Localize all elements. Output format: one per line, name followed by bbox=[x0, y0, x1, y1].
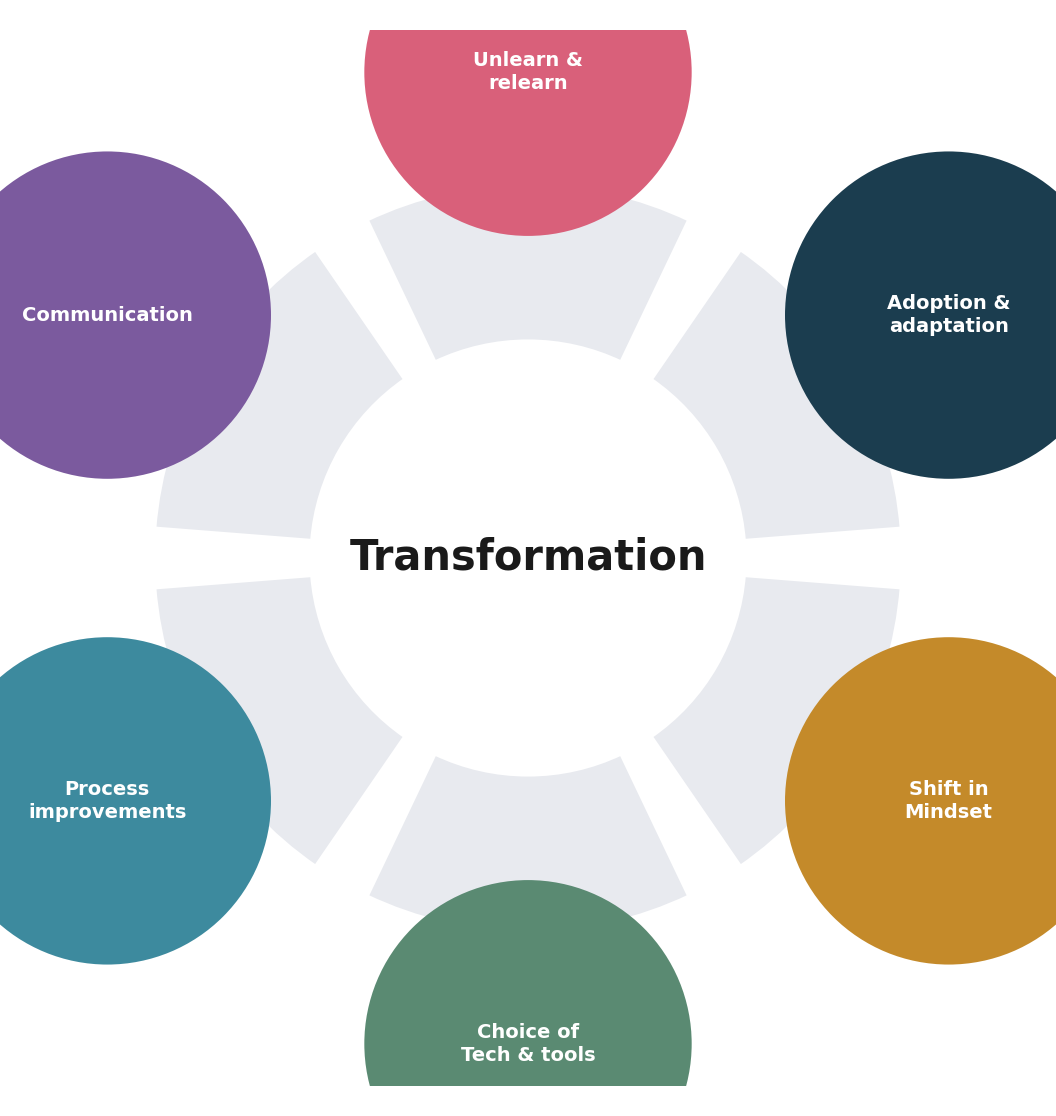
Circle shape bbox=[364, 0, 692, 235]
Text: Communication: Communication bbox=[22, 306, 193, 325]
Wedge shape bbox=[154, 575, 406, 867]
Text: Transformation: Transformation bbox=[350, 537, 706, 579]
Wedge shape bbox=[154, 249, 406, 541]
Text: Shift in
Mindset: Shift in Mindset bbox=[905, 780, 993, 822]
Text: Choice of
Tech & tools: Choice of Tech & tools bbox=[460, 1022, 596, 1065]
Text: Adoption &
adaptation: Adoption & adaptation bbox=[887, 294, 1011, 336]
Circle shape bbox=[785, 152, 1056, 479]
Circle shape bbox=[0, 152, 271, 479]
Wedge shape bbox=[366, 183, 690, 363]
Circle shape bbox=[0, 637, 271, 964]
Wedge shape bbox=[650, 249, 902, 541]
Wedge shape bbox=[366, 753, 690, 933]
Text: Unlearn &
relearn: Unlearn & relearn bbox=[473, 51, 583, 94]
Circle shape bbox=[312, 341, 744, 775]
Circle shape bbox=[785, 637, 1056, 964]
Wedge shape bbox=[650, 575, 902, 867]
Circle shape bbox=[364, 881, 692, 1116]
Text: Process
improvements: Process improvements bbox=[29, 780, 187, 822]
